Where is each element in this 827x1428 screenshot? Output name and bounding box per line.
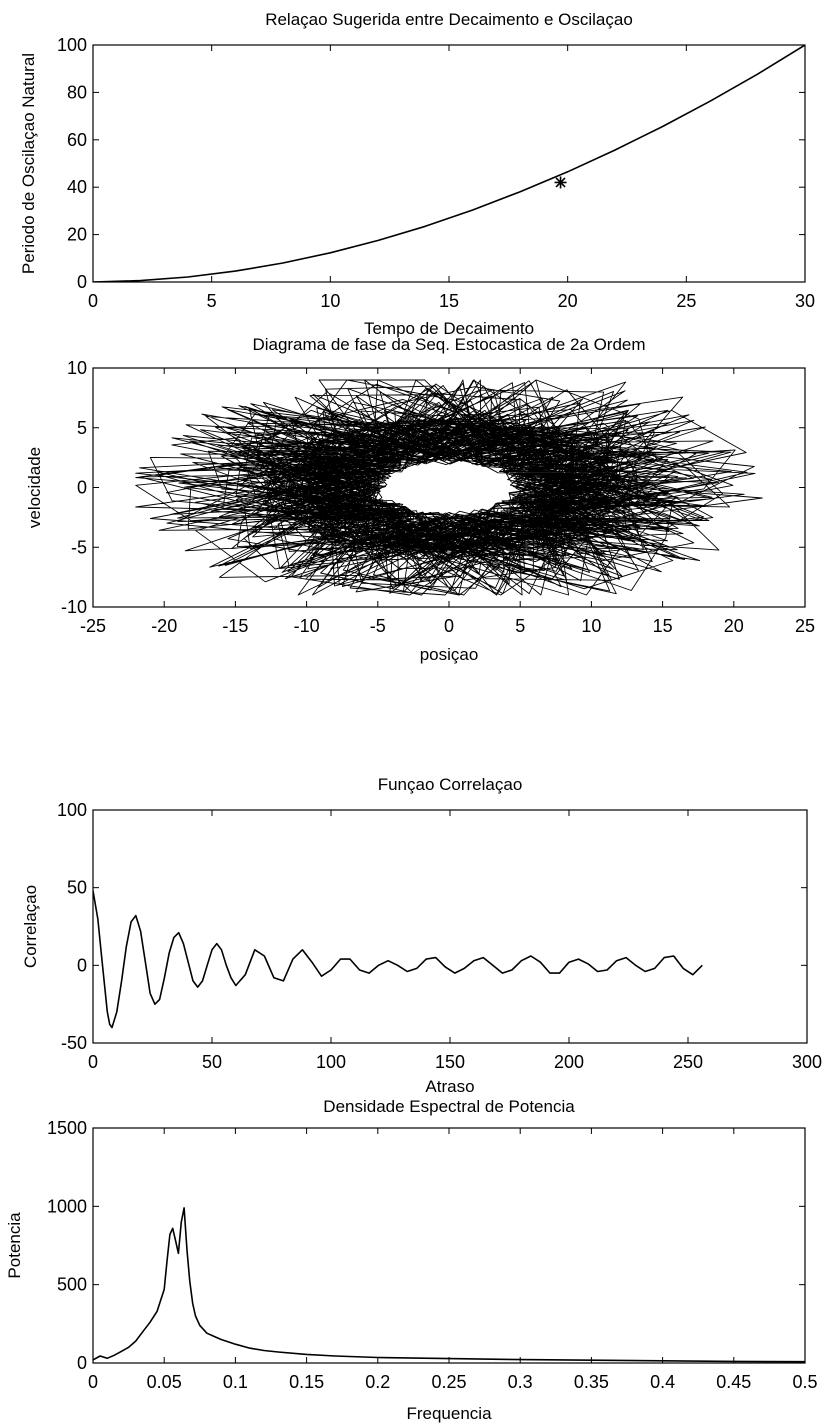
y-tick-label: 60 bbox=[67, 130, 87, 150]
star-marker bbox=[554, 176, 567, 189]
x-tick-label: -5 bbox=[370, 616, 386, 636]
x-tick-label: 5 bbox=[207, 291, 217, 311]
plot-area bbox=[135, 379, 763, 596]
phase-trajectory bbox=[135, 379, 763, 596]
x-tick-label: 20 bbox=[724, 616, 744, 636]
chart-title: Funçao Correlaçao bbox=[378, 775, 523, 794]
x-tick-label: 150 bbox=[435, 1052, 465, 1072]
y-tick-label: 500 bbox=[57, 1275, 87, 1295]
x-tick-label: -15 bbox=[222, 616, 248, 636]
y-tick-label: 0 bbox=[77, 478, 87, 498]
x-tick-label: 300 bbox=[792, 1052, 822, 1072]
x-tick-label: 0.1 bbox=[223, 1372, 248, 1392]
chart-c2: Diagrama de fase da Seq. Estocastica de … bbox=[25, 335, 815, 664]
x-tick-label: 10 bbox=[581, 616, 601, 636]
y-tick-label: 100 bbox=[57, 800, 87, 820]
x-tick-label: 0 bbox=[444, 616, 454, 636]
x-tick-label: 0.35 bbox=[574, 1372, 609, 1392]
x-tick-label: 0.05 bbox=[147, 1372, 182, 1392]
y-tick-label: -5 bbox=[71, 537, 87, 557]
y-tick-label: 50 bbox=[67, 878, 87, 898]
x-tick-label: 0 bbox=[88, 291, 98, 311]
chart-title: Densidade Espectral de Potencia bbox=[323, 1097, 575, 1116]
plot-area bbox=[93, 1207, 805, 1363]
y-tick-label: 80 bbox=[67, 82, 87, 102]
x-axis-label: Frequencia bbox=[406, 1404, 492, 1423]
y-tick-label: 1500 bbox=[47, 1118, 87, 1138]
plot-area bbox=[93, 45, 805, 282]
y-axis-label: Potencia bbox=[5, 1212, 24, 1279]
axes-box bbox=[92, 1127, 806, 1364]
x-tick-label: 0 bbox=[88, 1372, 98, 1392]
y-axis-label: velocidade bbox=[25, 447, 44, 528]
y-tick-label: -10 bbox=[61, 597, 87, 617]
chart-title: Diagrama de fase da Seq. Estocastica de … bbox=[252, 335, 645, 354]
x-tick-label: -20 bbox=[151, 616, 177, 636]
x-tick-label: 15 bbox=[439, 291, 459, 311]
series-line bbox=[93, 45, 805, 282]
axes-box bbox=[92, 44, 806, 283]
chart-c3: Funçao Correlaçao Atraso Correlaçao 0 50 100 1… bbox=[21, 775, 822, 1096]
chart-c4: Densidade Espectral de Potencia Frequenci… bbox=[5, 1097, 818, 1423]
x-tick-label: 250 bbox=[673, 1052, 703, 1072]
y-tick-label: 0 bbox=[77, 1353, 87, 1373]
x-tick-label: -10 bbox=[294, 616, 320, 636]
x-tick-label: 20 bbox=[558, 291, 578, 311]
axes-box bbox=[92, 809, 808, 1044]
y-tick-label: 20 bbox=[67, 225, 87, 245]
x-tick-label: 100 bbox=[316, 1052, 346, 1072]
y-tick-label: 5 bbox=[77, 418, 87, 438]
chart-title: Relaçao Sugerida entre Decaimento e Osci… bbox=[265, 10, 633, 29]
series-line bbox=[93, 890, 703, 1029]
y-tick-label: 100 bbox=[57, 35, 87, 55]
y-tick-label: 10 bbox=[67, 358, 87, 378]
x-tick-label: 25 bbox=[676, 291, 696, 311]
x-axis-label: posiçao bbox=[420, 645, 479, 664]
x-axis-label: Tempo de Decaimento bbox=[364, 319, 534, 338]
x-tick-label: 0.4 bbox=[650, 1372, 675, 1392]
y-axis-label: Periodo de Oscilaçao Natural bbox=[19, 53, 38, 274]
x-tick-label: 50 bbox=[202, 1052, 222, 1072]
x-tick-label: 10 bbox=[320, 291, 340, 311]
x-tick-label: 0.2 bbox=[365, 1372, 390, 1392]
y-tick-label: 40 bbox=[67, 177, 87, 197]
chart-c1: Relaçao Sugerida entre Decaimento e Osci… bbox=[19, 10, 815, 338]
plot-area bbox=[93, 890, 703, 1029]
x-axis-label: Atraso bbox=[425, 1077, 474, 1096]
x-tick-label: 0.45 bbox=[716, 1372, 751, 1392]
y-tick-label: -50 bbox=[61, 1033, 87, 1053]
x-tick-label: 5 bbox=[515, 616, 525, 636]
x-tick-label: 0.3 bbox=[508, 1372, 533, 1392]
series-line bbox=[93, 1207, 805, 1363]
x-tick-label: 0.5 bbox=[792, 1372, 817, 1392]
x-tick-label: 30 bbox=[795, 291, 815, 311]
x-tick-label: 15 bbox=[653, 616, 673, 636]
y-tick-label: 1000 bbox=[47, 1196, 87, 1216]
x-tick-label: 0 bbox=[88, 1052, 98, 1072]
y-tick-label: 0 bbox=[77, 955, 87, 975]
x-tick-label: 200 bbox=[554, 1052, 584, 1072]
x-tick-label: -25 bbox=[80, 616, 106, 636]
y-tick-label: 0 bbox=[77, 272, 87, 292]
x-tick-label: 0.15 bbox=[289, 1372, 324, 1392]
x-tick-label: 25 bbox=[795, 616, 815, 636]
x-tick-label: 0.25 bbox=[431, 1372, 466, 1392]
y-axis-label: Correlaçao bbox=[21, 885, 40, 968]
